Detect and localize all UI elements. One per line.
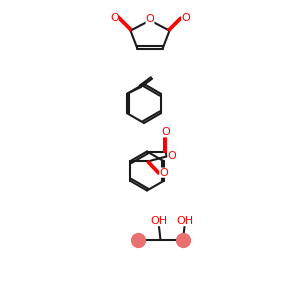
Text: O: O — [110, 13, 119, 23]
Text: O: O — [159, 168, 168, 178]
Text: O: O — [146, 14, 154, 24]
Text: O: O — [167, 152, 176, 161]
Text: O: O — [181, 13, 190, 23]
Text: O: O — [161, 127, 170, 137]
Text: OH: OH — [176, 216, 193, 226]
Text: OH: OH — [150, 216, 168, 226]
